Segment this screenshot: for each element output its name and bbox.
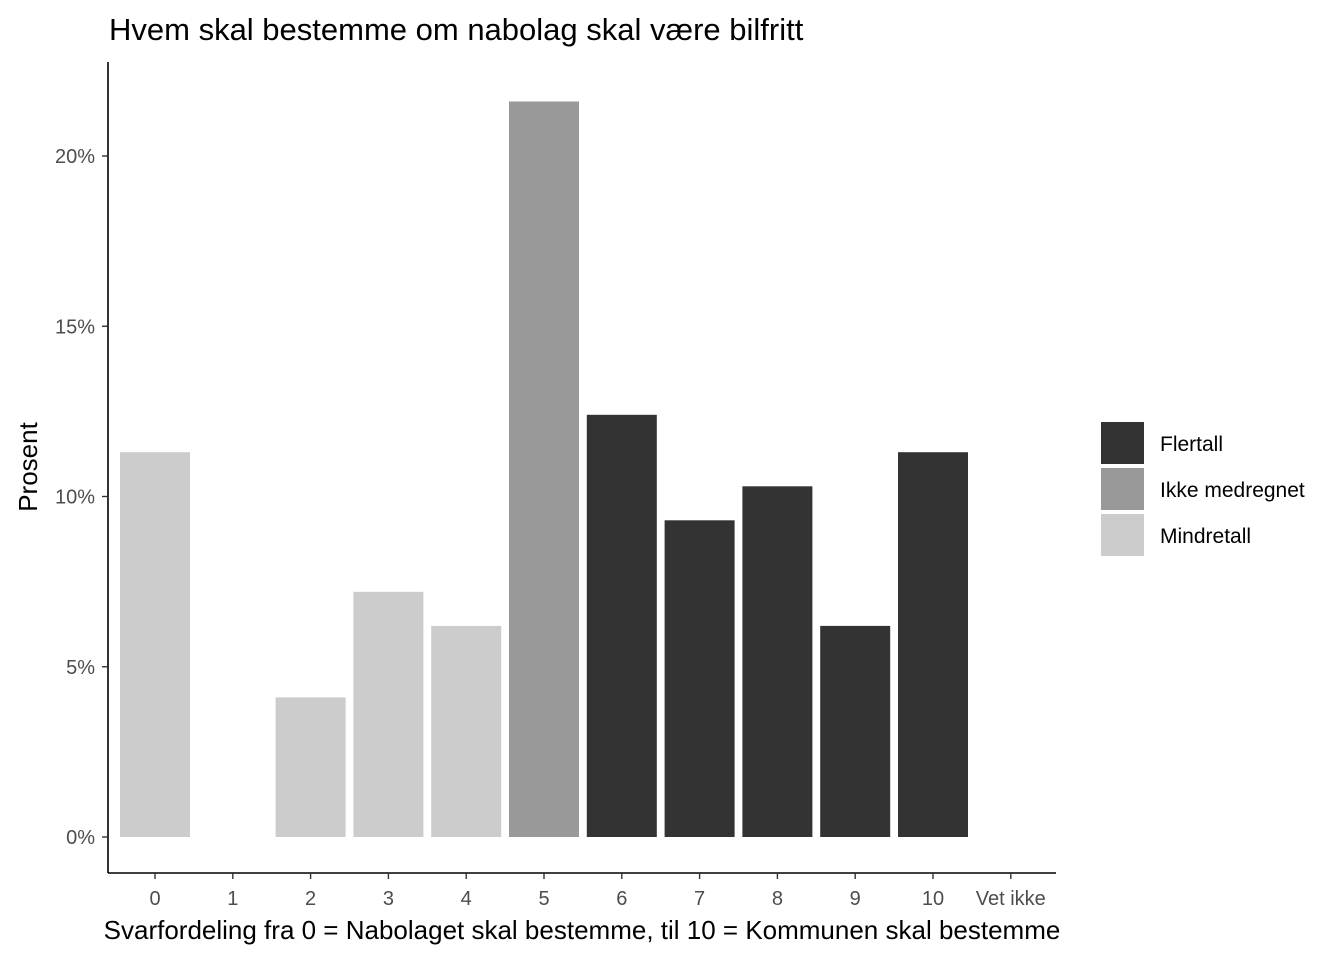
x-tick-label: 3 [383,888,394,910]
legend-key-flertall [1101,422,1144,464]
x-tick-label: 6 [616,888,627,910]
bar-2 [275,697,346,837]
x-tick-label: 4 [461,888,472,910]
legend-key-ikke-medregnet [1101,468,1144,510]
x-tick-label: 2 [305,888,316,910]
x-tick-label: 10 [922,888,944,910]
y-axis-ticks: 0% 5% 10% 15% 20% [55,146,108,849]
legend-label-mindretall: Mindretall [1160,525,1251,548]
y-tick-label: 10% [55,487,95,509]
x-axis-title: Svarfordeling fra 0 = Nabolaget skal bes… [104,915,1061,945]
legend-key-mindretall [1101,514,1144,556]
x-tick-label: 0 [149,888,160,910]
legend: Flertall Ikke medregnet Mindretall [1101,422,1305,556]
bar-10 [898,452,968,837]
x-tick-label: 7 [694,888,705,910]
bar-8 [742,486,813,837]
y-axis-title: Prosent [13,421,43,511]
bar-7 [664,520,735,837]
bar-5 [509,101,579,837]
bars-group [120,101,968,837]
y-tick-label: 0% [66,827,95,849]
legend-label-ikke-medregnet: Ikke medregnet [1160,479,1305,502]
y-tick-label: 5% [66,657,95,679]
x-tick-label: 1 [227,888,238,910]
y-tick-label: 20% [55,146,95,168]
chart-title: Hvem skal bestemme om nabolag skal være … [109,12,804,47]
bar-6 [586,414,657,837]
x-tick-label: Vet ikke [976,888,1046,910]
bar-4 [431,625,502,837]
x-tick-label: 8 [772,888,783,910]
bar-3 [353,591,424,837]
legend-label-flertall: Flertall [1160,433,1223,456]
x-axis-ticks: 0 1 2 3 4 5 6 7 8 9 10 Vet ikke [149,873,1046,910]
x-tick-label: 5 [538,888,549,910]
x-tick-label: 9 [850,888,861,910]
bar-0 [120,452,190,837]
y-tick-label: 15% [55,316,95,338]
bar-9 [820,625,891,837]
